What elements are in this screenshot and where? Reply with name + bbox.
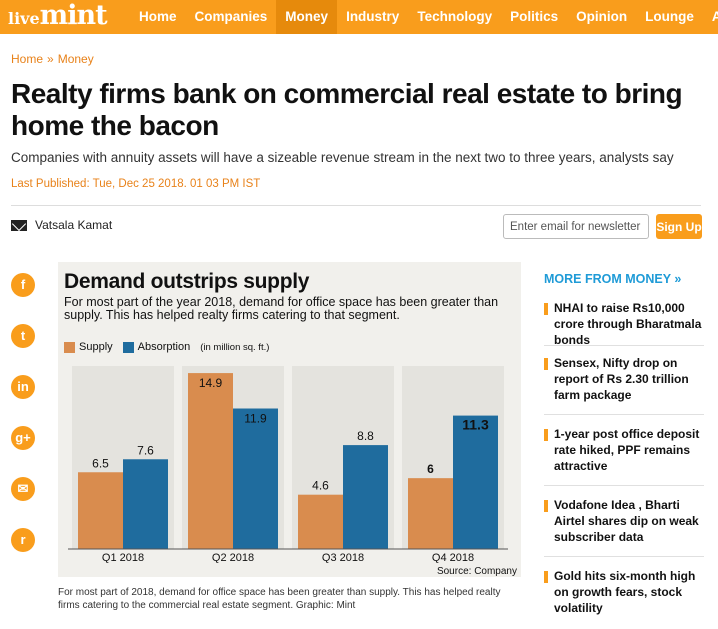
nav-money[interactable]: Money [276,0,338,34]
data-label: 6.5 [92,456,109,470]
nav-industry[interactable]: Industry [346,9,400,24]
story-title[interactable]: 1-year post office deposit rate hiked, P… [554,427,700,473]
x-tick-label: Q1 2018 [102,552,144,563]
x-tick-label: Q2 2018 [212,552,254,563]
linkedin-icon[interactable]: in [11,375,35,399]
legend-swatch-supply [64,341,75,353]
published-date: Last Published: Tue, Dec 25 2018. 01 03 … [11,178,261,190]
top-navbar: live mint Home Companies Money Industry … [0,0,718,34]
data-label: 7.6 [137,443,154,457]
data-label: 8.8 [357,429,374,443]
bar-supply [78,472,123,549]
logo-part-live: live [8,9,40,28]
twitter-glyph: t [20,328,26,343]
chart-source: Source: Company [436,566,517,577]
linkedin-glyph: in [17,379,29,394]
reddit-icon[interactable]: r [11,528,35,552]
story-marker [544,303,548,315]
bar-supply [298,494,343,549]
more-from-money-title[interactable]: MORE FROM MONEY » [544,272,682,286]
bar-absorption [343,445,388,549]
bar-absorption [233,408,278,549]
chart-graphic: Demand outstrips supply For most part of… [58,262,521,577]
signup-button[interactable]: Sign Up [656,214,702,239]
story-marker [544,571,548,583]
logo-part-mint: mint [39,0,108,31]
facebook-icon[interactable]: f [11,273,35,297]
reddit-glyph: r [20,532,26,547]
chart-subtitle: For most part of the year 2018, demand f… [64,295,499,322]
email-share-icon[interactable]: ✉ [11,477,35,501]
nav-lounge[interactable]: Lounge [645,9,694,24]
bar-absorption [453,415,498,549]
bar-absorption [123,459,168,549]
data-label: 6 [427,462,434,476]
data-label: 14.9 [199,376,223,390]
sidebar-story[interactable]: NHAI to raise Rs10,000 crore through Bha… [544,300,704,348]
story-marker [544,500,548,512]
breadcrumb: Home » Money [11,52,94,66]
divider [11,205,701,206]
chart-title: Demand outstrips supply [64,270,310,293]
data-label: 4.6 [312,479,329,493]
nav-home[interactable]: Home [139,9,177,24]
divider [544,485,704,486]
story-title[interactable]: Sensex, Nifty drop on report of Rs 2.30 … [554,356,689,402]
main-nav: Home Companies Money Industry Technology… [130,0,718,34]
author-row: Vatsala Kamat [11,218,112,232]
story-title[interactable]: Vodafone Idea , Bharti Airtel shares dip… [554,498,699,544]
email-glyph: ✉ [17,481,29,496]
article-summary: Companies with annuity assets will have … [11,150,674,165]
chart-unit: (in million sq. ft.) [200,341,270,353]
sidebar-story[interactable]: 1-year post office deposit rate hiked, P… [544,426,704,474]
bar-chart: 6.5 7.6 Q1 2018 14.9 11.9 Q2 2018 4.6 8.8 Q3 201… [68,366,508,563]
x-tick-label: Q4 2018 [432,552,474,563]
livemint-logo[interactable]: live mint [8,0,108,31]
story-marker [544,358,548,370]
google-plus-icon[interactable]: g+ [11,426,35,450]
nav-ai[interactable]: AI [711,9,718,24]
image-caption: For most part of 2018, demand for office… [58,587,501,611]
breadcrumb-money[interactable]: Money [57,52,94,66]
nav-opinion[interactable]: Opinion [576,9,628,24]
breadcrumb-home[interactable]: Home [11,52,44,66]
legend-label-supply: Supply [79,341,113,353]
twitter-icon[interactable]: t [11,324,35,348]
newsletter-email-input[interactable] [503,214,649,239]
sidebar-story[interactable]: Sensex, Nifty drop on report of Rs 2.30 … [544,355,704,403]
data-label: 11.9 [244,412,267,426]
email-author-icon[interactable] [11,219,27,231]
sidebar-story[interactable]: Vodafone Idea , Bharti Airtel shares dip… [544,497,704,545]
story-title[interactable]: NHAI to raise Rs10,000 crore through Bha… [554,301,702,347]
chart-legend: Supply Absorption (in million sq. ft.) [64,341,269,353]
nav-politics[interactable]: Politics [510,9,559,24]
nav-technology[interactable]: Technology [417,9,493,24]
legend-swatch-absorption [122,341,134,353]
sidebar-story[interactable]: Gold hits six-month high on growth fears… [544,568,704,616]
x-tick-label: Q3 2018 [322,552,364,563]
divider [544,345,704,346]
author-name[interactable]: Vatsala Kamat [35,218,113,232]
breadcrumb-separator: » [47,52,54,66]
bar-supply [408,478,453,549]
story-title[interactable]: Gold hits six-month high on growth fears… [554,569,696,615]
legend-label-absorption: Absorption [137,341,191,353]
bar-supply [188,373,233,549]
google-plus-glyph: g+ [15,430,31,445]
article-headline: Realty firms bank on commercial real est… [11,78,683,141]
facebook-glyph: f [20,277,26,292]
divider [544,414,704,415]
divider [544,556,704,557]
story-marker [544,429,548,441]
nav-companies[interactable]: Companies [194,9,268,24]
data-label: 11.3 [462,417,489,433]
